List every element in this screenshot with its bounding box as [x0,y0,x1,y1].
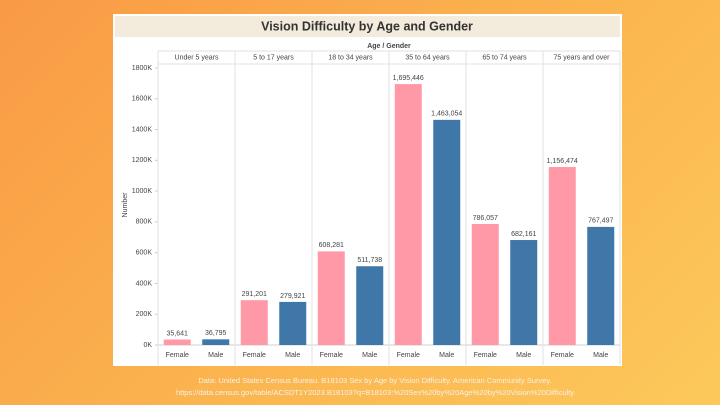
value-label: 608,281 [319,242,344,249]
bar [163,339,191,345]
x-tick-label: Female [243,352,266,359]
value-label: 36,795 [205,330,227,337]
bar [356,266,384,345]
y-tick-label: 1800K [132,65,153,72]
x-tick-label: Male [593,352,608,359]
x-tick-label: Female [166,352,189,359]
y-tick-label: 1200K [132,157,153,164]
value-label: 1,463,054 [431,111,462,118]
y-tick-label: 1600K [132,96,153,103]
y-tick-label: 800K [136,219,153,226]
column-header: Age / Gender [367,43,411,50]
x-tick-label: Male [362,352,377,359]
bar [548,167,576,345]
y-tick-label: 400K [136,280,153,287]
value-label: 511,738 [357,257,382,264]
x-tick-label: Male [516,352,531,359]
value-label: 291,201 [242,291,267,298]
y-tick-label: 1400K [132,126,153,133]
x-tick-label: Male [285,352,300,359]
value-label: 35,641 [167,330,189,337]
bar [279,301,307,345]
y-tick-label: 200K [136,311,153,318]
value-label: 786,057 [473,215,498,222]
bar [587,226,615,345]
bar [510,240,538,345]
x-tick-label: Female [397,352,420,359]
y-axis-label: Number [122,192,129,218]
y-tick-label: 0K [143,342,152,349]
value-label: 682,161 [511,231,536,238]
group-label: 35 to 64 years [405,54,450,61]
source-line: Data: United States Census Bureau. B1810… [198,376,551,385]
group-label: 5 to 17 years [253,54,294,61]
value-label: 1,156,474 [547,158,578,165]
x-tick-label: Female [320,352,343,359]
bar [471,224,499,345]
chart-title: Vision Difficulty by Age and Gender [261,19,473,33]
value-label: 767,497 [588,218,613,225]
y-tick-label: 1000K [132,188,153,195]
bar [317,251,345,345]
bar [240,300,268,345]
x-tick-label: Female [551,352,574,359]
x-tick-label: Female [474,352,497,359]
group-label: 18 to 34 years [328,54,373,61]
group-label: 65 to 74 years [482,54,527,61]
group-label: 75 years and over [553,54,610,61]
y-tick-label: 600K [136,250,153,257]
x-tick-label: Male [439,352,454,359]
title-bar [115,16,620,37]
bar [433,119,461,345]
source-url: https://data.census.gov/table/ACSDT1Y202… [176,388,574,397]
bar [202,339,230,345]
x-tick-label: Male [208,352,223,359]
value-label: 279,921 [280,293,305,300]
group-label: Under 5 years [175,54,219,61]
bar [394,84,422,346]
value-label: 1,695,446 [393,75,424,82]
